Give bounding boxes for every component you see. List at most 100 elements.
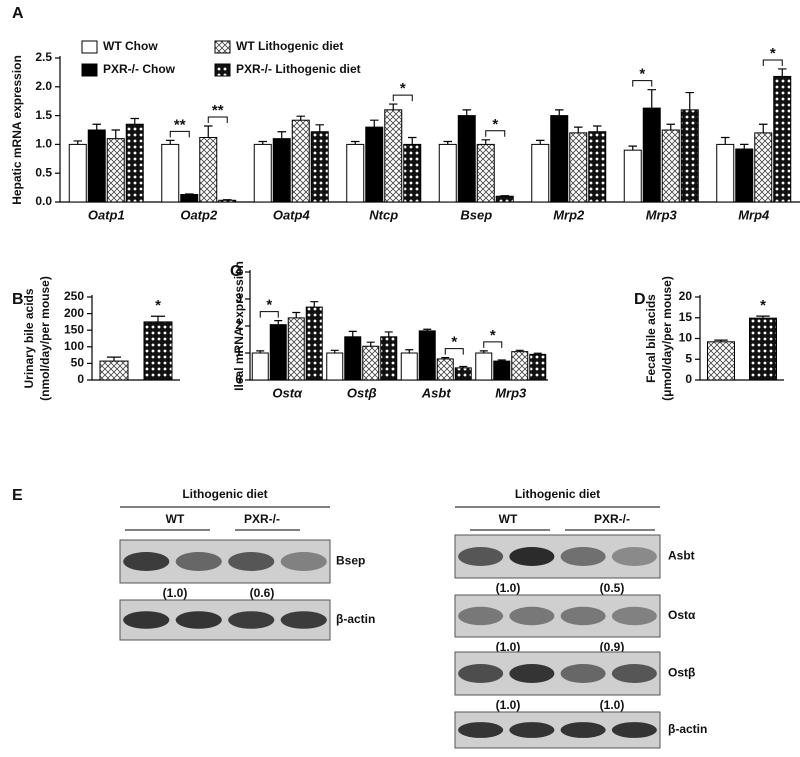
significance: *: [400, 80, 406, 97]
blot-band: [175, 552, 222, 571]
x-tick-label: Ostα: [272, 385, 303, 400]
error-bar: [151, 315, 165, 322]
error-bar: [258, 140, 267, 145]
blot-band: [560, 722, 606, 738]
bar: [680, 109, 699, 203]
significance-bracket: [632, 80, 653, 87]
y-axis-label: (μmol/day/per mouse): [660, 276, 674, 401]
bar: [269, 324, 287, 381]
error-bar: [130, 117, 139, 125]
error-bar: [366, 341, 375, 347]
blot-band: [123, 552, 170, 571]
error-bar: [515, 349, 524, 352]
bar: [493, 360, 511, 381]
blot-band: [560, 547, 606, 566]
y-tick-label: 1.0: [35, 137, 52, 151]
blot-header: Lithogenic diet: [182, 487, 267, 501]
panel-label: B: [12, 291, 24, 308]
error-bar: [274, 320, 283, 325]
blot-band: [123, 611, 170, 629]
blot-header: Lithogenic diet: [515, 487, 600, 501]
x-tick-label: Oatp4: [273, 207, 311, 222]
legend-label: WT Chow: [103, 39, 158, 53]
bar: [475, 352, 493, 381]
bar: [161, 143, 180, 203]
bar: [362, 345, 380, 381]
blot-band: [611, 547, 657, 566]
bar: [454, 367, 472, 381]
bar: [418, 330, 436, 381]
error-bar: [310, 301, 319, 308]
band-label: Bsep: [336, 554, 365, 568]
blot-band: [560, 664, 606, 683]
blot-band: [560, 606, 606, 626]
error-bar: [204, 125, 213, 138]
y-tick-label: 5: [685, 351, 692, 365]
y-axis-label: Fecal bile acids: [644, 294, 658, 383]
x-tick-label: Asbt: [421, 385, 452, 400]
y-tick-label: 15: [679, 310, 693, 324]
y-tick-label: 1: [235, 345, 242, 359]
y-tick-label: 2.5: [35, 50, 52, 64]
blot-band: [175, 611, 222, 629]
blot-band: [458, 722, 504, 738]
panel-label: E: [12, 487, 23, 504]
y-tick-label: 2: [235, 318, 242, 332]
blot-band: [611, 664, 657, 683]
significance: *: [490, 327, 496, 344]
blot-band: [280, 552, 327, 571]
error-bar: [778, 68, 787, 77]
blot-band: [509, 722, 555, 738]
error-bar: [315, 124, 324, 132]
bar: [253, 143, 272, 203]
bar: [400, 352, 418, 381]
significance: *: [266, 297, 272, 314]
error-bar: [92, 123, 101, 130]
y-tick-label: 200: [64, 306, 84, 320]
bar: [143, 321, 173, 381]
legend-swatch: [81, 40, 98, 54]
bar: [529, 353, 547, 381]
y-tick-label: 2.0: [35, 79, 52, 93]
error-bar: [536, 139, 545, 145]
x-tick-label: Oatp1: [88, 207, 125, 222]
bar: [346, 143, 365, 203]
significance: **: [212, 102, 224, 119]
bar: [550, 115, 569, 203]
error-bar: [759, 123, 768, 133]
bar: [344, 336, 362, 381]
significance: *: [639, 66, 645, 83]
bar: [251, 352, 269, 381]
bar: [68, 143, 87, 203]
band-label: Asbt: [668, 549, 695, 563]
blot-band: [280, 611, 327, 629]
error-bar: [714, 339, 728, 342]
bar: [310, 131, 329, 203]
significance-bracket: [169, 130, 190, 138]
error-bar: [107, 356, 121, 362]
error-bar: [408, 136, 417, 145]
legend-label: PXR-/- Chow: [103, 62, 176, 76]
panel-label: C: [230, 263, 242, 280]
bar: [588, 131, 607, 203]
bar: [99, 360, 129, 381]
legend-swatch: [214, 63, 231, 77]
error-bar: [647, 89, 656, 109]
y-tick-label: 0: [235, 372, 242, 386]
bar: [403, 143, 422, 203]
blot-band: [228, 552, 275, 571]
bar: [707, 341, 735, 381]
error-bar: [756, 315, 770, 319]
band-label: β-actin: [668, 722, 707, 736]
blot-band: [611, 722, 657, 738]
y-axis-label: Hepatic mRNA expression: [10, 55, 24, 205]
y-tick-label: 4: [235, 264, 242, 278]
bar: [661, 129, 680, 203]
band-label: β-actin: [336, 612, 375, 626]
bar: [476, 143, 495, 203]
error-bar: [389, 103, 398, 110]
x-tick-label: Bsep: [460, 207, 492, 222]
error-bar: [185, 193, 194, 195]
panel-label: D: [634, 291, 646, 308]
y-tick-label: 150: [64, 322, 84, 336]
